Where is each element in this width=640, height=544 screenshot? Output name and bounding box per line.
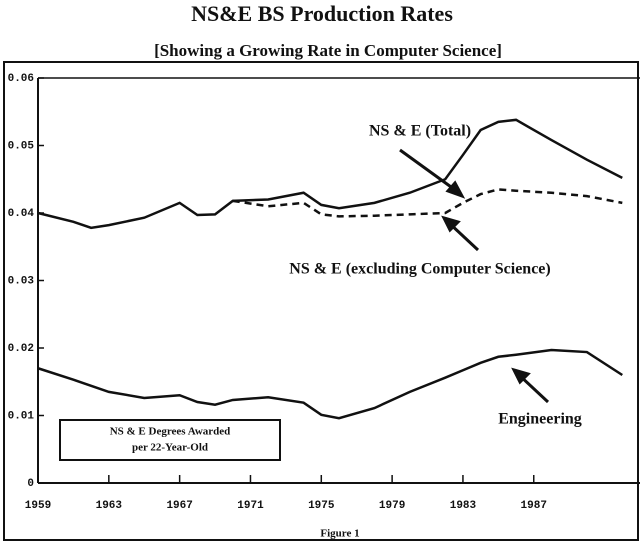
figure-frame: [3, 61, 639, 541]
x-tick-label: 1983: [450, 500, 477, 512]
series-line: [232, 188, 623, 218]
series-label: NS & E (excluding Computer Science): [289, 261, 550, 278]
y-tick-label: 0.03: [8, 275, 35, 287]
y-tick-label: 0.05: [8, 140, 35, 152]
arrow-head: [511, 367, 531, 385]
x-tick-label: 1975: [308, 500, 335, 512]
y-tick-label: 0.01: [8, 410, 35, 422]
caption: Figure 1: [320, 528, 359, 540]
x-tick-label: 1987: [521, 500, 547, 512]
arrow: [399, 148, 459, 194]
series-label: NS & E (Total): [369, 123, 471, 140]
arrows: [399, 148, 550, 404]
x-tick-label: 1971: [237, 500, 264, 512]
series-label: Engineering: [498, 411, 582, 428]
x-tick-label: 1959: [25, 500, 51, 512]
x-tick-label: 1967: [166, 500, 192, 512]
y-tick-label: 0.04: [8, 208, 35, 220]
arrow-head: [441, 215, 461, 233]
series-line: [37, 348, 623, 420]
series-line: [37, 118, 623, 230]
arrow-head: [445, 180, 466, 199]
note-text: per 22-Year-Old: [132, 442, 208, 454]
y-tick-label: 0.02: [8, 343, 34, 355]
chart-title: NS&E BS Production Rates: [191, 1, 453, 26]
y-tick-label: 0.06: [8, 73, 34, 85]
chart-subtitle: [Showing a Growing Rate in Computer Scie…: [154, 41, 502, 60]
note-box: [59, 419, 281, 461]
x-tick-label: 1979: [379, 500, 405, 512]
note-text: NS & E Degrees Awarded: [110, 426, 231, 438]
x-tick-label: 1963: [96, 500, 123, 512]
y-tick-label: 0: [27, 478, 34, 490]
